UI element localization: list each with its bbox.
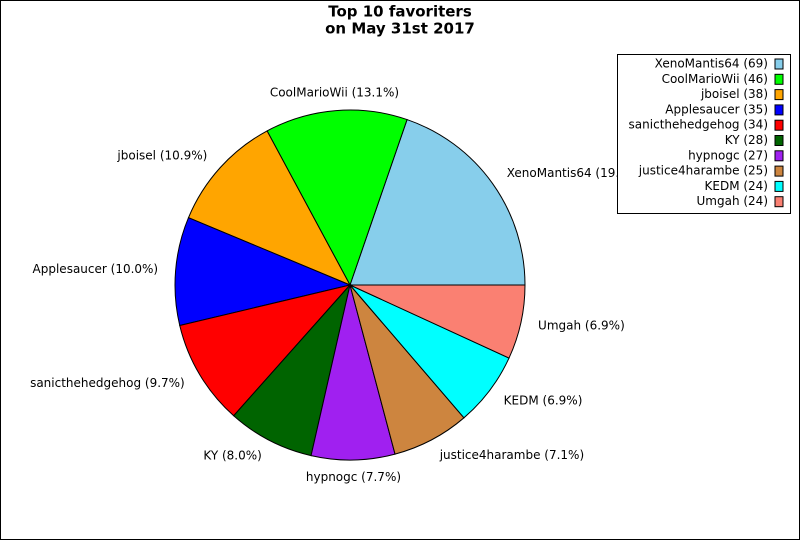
chart-title: Top 10 favoriters (328, 3, 472, 21)
slice-label: Umgah (6.9%) (538, 319, 625, 333)
pie-slice (174, 217, 352, 327)
slice-label: KEDM (6.9%) (504, 393, 583, 407)
pie-slice (349, 284, 526, 359)
slice-label: CoolMarioWii (13.1%) (270, 86, 399, 100)
legend-label: sanicthehedgehog (34) (629, 118, 768, 132)
pie-slice (187, 130, 352, 287)
legend-swatch (774, 135, 784, 146)
legend-swatch (774, 196, 784, 208)
pie-slice (349, 118, 526, 286)
slice-label: justice4harambe (7.1%) (439, 448, 584, 462)
legend-label: Umgah (24) (697, 194, 769, 208)
legend-swatch (774, 165, 784, 177)
slice-label: jboisel (10.9%) (116, 148, 207, 162)
legend-swatch (774, 150, 784, 162)
slice-label: sanicthehedgehog (9.7%) (30, 376, 185, 390)
legend-swatch (774, 104, 784, 116)
pie-slice (266, 109, 408, 287)
legend-label: XenoMantis64 (69) (655, 57, 768, 71)
legend: XenoMantis64 (69)CoolMarioWii (46)jboise… (617, 54, 791, 214)
slice-label: hypnogc (7.7%) (306, 470, 401, 484)
legend-label: justice4harambe (25) (638, 164, 768, 178)
legend-swatch (774, 58, 784, 70)
legend-box (617, 54, 791, 214)
legend-label: KY (28) (725, 133, 768, 147)
legend-label: jboisel (38) (700, 87, 768, 101)
slice-label: KY (8.0%) (203, 449, 261, 463)
legend-swatch (774, 180, 784, 192)
legend-swatch (774, 89, 784, 101)
legend-label: hypnogc (27) (688, 148, 768, 162)
legend-label: CoolMarioWii (46) (662, 72, 768, 86)
pie-slice (179, 284, 352, 417)
legend-label: KEDM (24) (705, 179, 769, 193)
slice-label: XenoMantis64 (19.7%) (507, 166, 643, 180)
legend-swatch (774, 119, 784, 131)
legend-label: Applesaucer (35) (665, 102, 768, 116)
chart-subtitle: on May 31st 2017 (325, 20, 475, 38)
slice-label: Applesaucer (10.0%) (33, 262, 159, 276)
legend-swatch (774, 73, 784, 85)
